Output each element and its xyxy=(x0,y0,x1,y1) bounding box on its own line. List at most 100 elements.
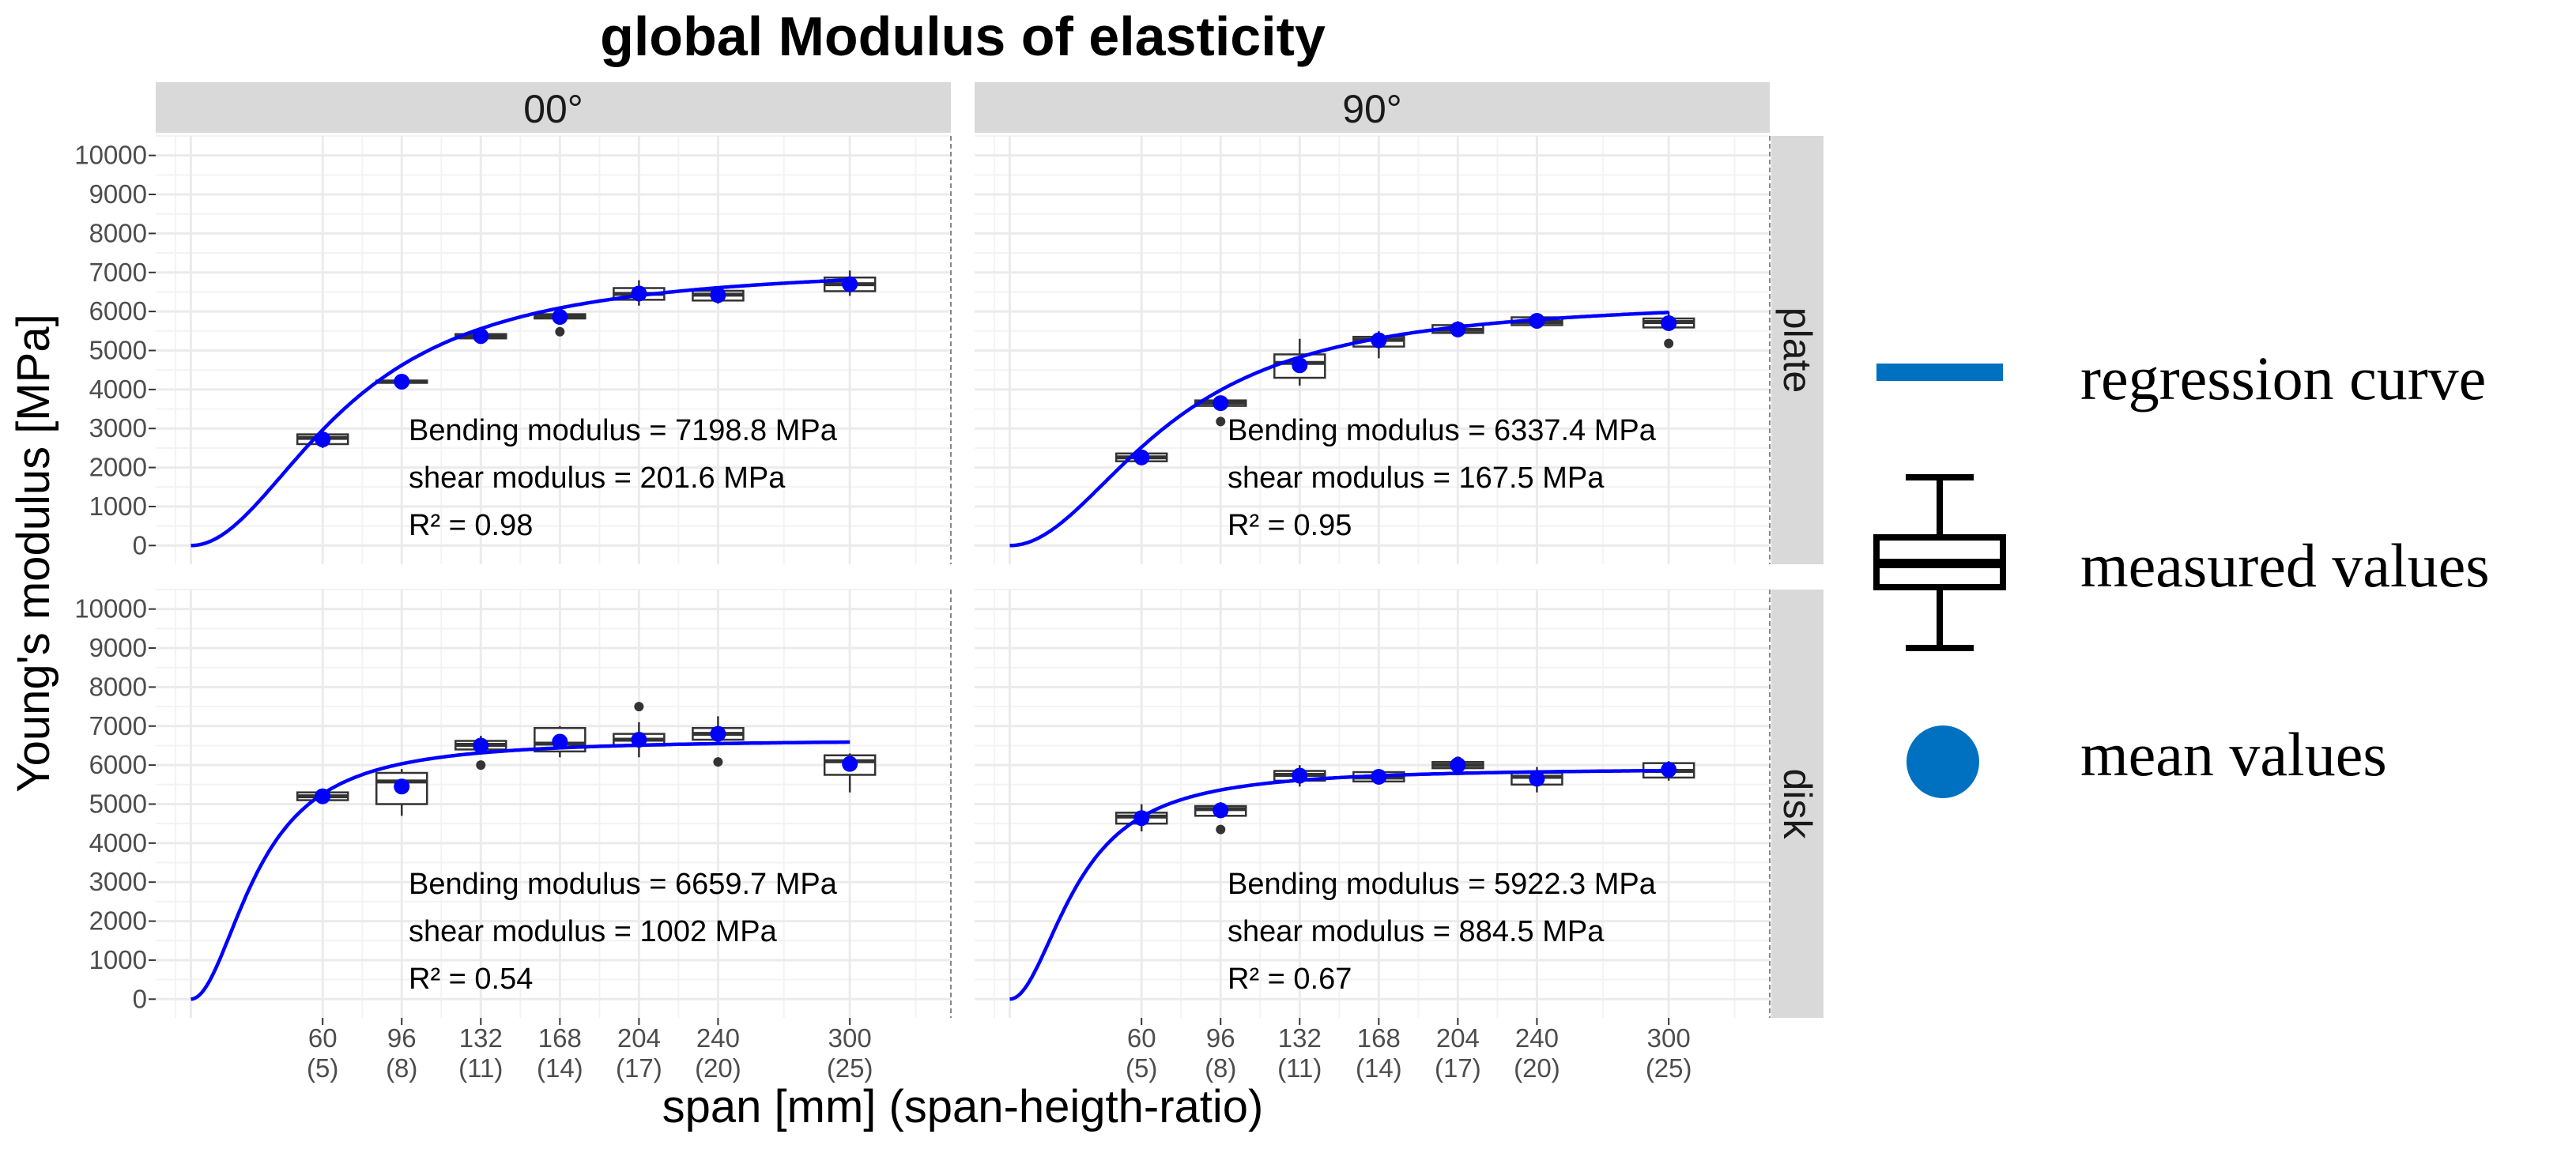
strip-col-right xyxy=(975,82,1770,133)
outlier-point xyxy=(1216,824,1226,835)
x-tick-label: 96 xyxy=(1206,1023,1235,1053)
mean-point xyxy=(1213,802,1229,819)
panel-annotation: shear modulus = 1002 MPa xyxy=(409,915,778,948)
strip-label-90: 90° xyxy=(1342,87,1402,131)
x-tick-ratio: (17) xyxy=(616,1053,662,1083)
strip-row-bottom xyxy=(1771,590,1824,1018)
x-tick-label: 168 xyxy=(538,1023,582,1053)
mean-point xyxy=(315,788,331,804)
legend-label-regression: regression curve xyxy=(2080,344,2486,413)
x-tick-ratio: (5) xyxy=(1126,1053,1157,1083)
panel-annotation: Bending modulus = 5922.3 MPa xyxy=(1228,868,1657,901)
y-tick-label: 1000 xyxy=(89,945,147,974)
mean-point xyxy=(1529,312,1545,329)
x-tick-ratio: (8) xyxy=(386,1053,417,1083)
mean-point xyxy=(1213,395,1229,412)
y-tick-label: 3000 xyxy=(89,867,147,896)
mean-point xyxy=(1371,768,1387,785)
strip-label-disk: disk xyxy=(1775,769,1820,840)
y-tick-label: 2000 xyxy=(89,453,147,482)
y-tick-label: 7000 xyxy=(89,711,147,740)
y-tick-label: 5000 xyxy=(89,335,147,364)
x-tick-ratio: (25) xyxy=(1646,1053,1692,1083)
x-tick-ratio: (5) xyxy=(307,1053,338,1083)
panel-annotation: R² = 0.67 xyxy=(1228,963,1352,996)
outlier-point xyxy=(713,757,723,767)
y-tick-label: 0 xyxy=(133,530,147,560)
x-tick-ratio: (20) xyxy=(695,1053,741,1083)
legend-line-symbol xyxy=(1876,364,2003,381)
outlier-point xyxy=(1664,338,1674,349)
regression-curve xyxy=(190,277,850,548)
strip-row-top xyxy=(1771,136,1824,564)
mean-point xyxy=(631,285,647,302)
y-tick-label: 1000 xyxy=(89,492,147,521)
mean-point xyxy=(394,778,410,795)
regression-curve xyxy=(190,740,850,1001)
mean-point xyxy=(552,733,568,750)
outlier-point xyxy=(634,702,644,712)
x-axis-ticks: 60(5)96(8)132(11)168(14)204(17)240(20)30… xyxy=(307,1018,1692,1083)
y-tick-label: 8000 xyxy=(89,672,147,701)
outlier-point xyxy=(555,326,565,337)
legend-label-mean: mean values xyxy=(2080,720,2387,789)
x-tick-ratio: (17) xyxy=(1435,1053,1481,1083)
x-axis-title: span [mm] (span-heigth-ratio) xyxy=(662,1081,1264,1132)
panel-annotation: R² = 0.54 xyxy=(409,963,533,996)
strip-col-left xyxy=(156,82,951,133)
regression-curve xyxy=(1009,768,1669,1001)
strip-label-00: 00° xyxy=(523,87,583,131)
y-tick-label: 5000 xyxy=(89,789,147,818)
mean-point xyxy=(552,309,568,326)
y-tick-label: 3000 xyxy=(89,413,147,443)
panel-annotation: R² = 0.98 xyxy=(409,509,533,542)
mean-point xyxy=(1661,762,1677,778)
mean-point xyxy=(1371,332,1387,349)
mean-point xyxy=(1450,321,1466,337)
y-tick-label: 10000 xyxy=(74,141,147,170)
x-tick-label: 240 xyxy=(1515,1023,1559,1053)
legend-box-symbol xyxy=(1873,474,2006,651)
x-tick-ratio: (11) xyxy=(458,1053,503,1083)
mean-point xyxy=(1292,357,1308,374)
mean-point xyxy=(394,373,410,390)
x-tick-ratio: (8) xyxy=(1205,1053,1236,1083)
x-tick-label: 60 xyxy=(1127,1023,1156,1053)
x-tick-label: 300 xyxy=(828,1023,872,1053)
y-tick-label: 10000 xyxy=(74,594,147,624)
x-tick-label: 204 xyxy=(617,1023,661,1053)
mean-point xyxy=(315,431,331,448)
x-tick-ratio: (20) xyxy=(1514,1053,1560,1083)
mean-point xyxy=(710,725,726,742)
mean-point xyxy=(842,276,858,292)
y-tick-label: 9000 xyxy=(89,633,147,662)
x-tick-ratio: (14) xyxy=(1356,1053,1402,1083)
panel-annotation: shear modulus = 167.5 MPa xyxy=(1228,462,1605,495)
mean-point xyxy=(631,732,647,748)
panel-disk-00: Bending modulus = 6659.7 MPa shear modulu… xyxy=(156,589,952,1018)
panel-plate-90: Bending modulus = 6337.4 MPa shear modulu… xyxy=(975,135,1771,564)
mean-point xyxy=(473,328,489,345)
panel-annotation: Bending modulus = 6337.4 MPa xyxy=(1228,414,1657,447)
y-tick-label: 8000 xyxy=(89,218,147,247)
mean-point xyxy=(1133,449,1150,465)
mean-point xyxy=(473,737,489,754)
mean-point xyxy=(710,287,726,303)
outlier-point xyxy=(1216,416,1226,427)
y-tick-label: 0 xyxy=(133,984,147,1013)
legend-label-measured: measured values xyxy=(2080,531,2490,600)
x-tick-label: 204 xyxy=(1436,1023,1480,1053)
panel-annotation: Bending modulus = 6659.7 MPa xyxy=(409,868,838,901)
regression-curve xyxy=(1009,311,1669,548)
x-tick-label: 60 xyxy=(308,1023,338,1053)
mean-point xyxy=(1450,757,1466,774)
y-tick-label: 9000 xyxy=(89,179,147,209)
y-axis-title: Young's modulus [MPa] xyxy=(8,314,59,792)
mean-point xyxy=(1133,810,1150,827)
x-tick-label: 132 xyxy=(459,1023,503,1053)
x-tick-label: 132 xyxy=(1278,1023,1322,1053)
x-tick-label: 240 xyxy=(696,1023,740,1053)
panel-plate-00: Bending modulus = 7198.8 MPa shear modulu… xyxy=(156,135,952,564)
mean-point xyxy=(1661,315,1677,331)
y-tick-label: 6000 xyxy=(89,750,147,779)
